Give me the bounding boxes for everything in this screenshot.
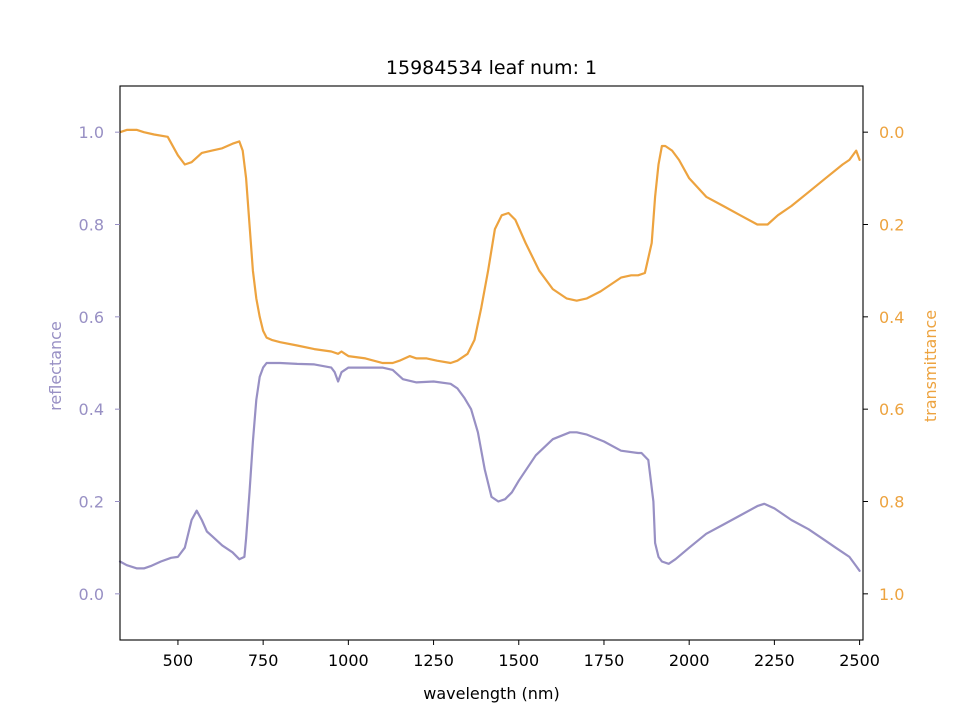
x-tick-label: 1500 (498, 651, 539, 670)
x-tick-label: 1000 (328, 651, 369, 670)
y-tick-label-right: 1.0 (879, 585, 904, 604)
ticks-layer: 500 750 1000 1250 1500 1750 2000 2250 2500 0.0 0.2… (79, 123, 905, 670)
y-tick-label-right: 0.6 (879, 400, 904, 419)
x-tick-label: 2000 (669, 651, 710, 670)
y-tick-label-right: 0.2 (879, 216, 904, 235)
x-tick-label: 750 (248, 651, 279, 670)
y-tick-label-left: 0.0 (79, 585, 104, 604)
y-tick-label-right: 0.4 (879, 308, 904, 327)
y-axis-label-right: transmittance (921, 310, 940, 422)
x-tick-label: 500 (163, 651, 194, 670)
y-tick-label-left: 0.8 (79, 216, 104, 235)
y-tick-label-left: 0.4 (79, 400, 104, 419)
y-tick-label-right: 0.8 (879, 493, 904, 512)
y-axis-label-left: reflectance (46, 321, 65, 411)
x-tick-label: 1250 (413, 651, 454, 670)
plot-frame (119, 85, 864, 641)
chart-title: 15984534 leaf num: 1 (386, 57, 597, 79)
y-tick-label-left: 0.6 (79, 308, 104, 327)
series-line-transmittance (118, 128, 861, 365)
y-tick-label-left: 1.0 (79, 123, 104, 142)
series-line-reflectance (118, 361, 861, 572)
x-tick-label: 2500 (839, 651, 880, 670)
y-tick-label-left: 0.2 (79, 493, 104, 512)
x-tick-label: 2250 (754, 651, 795, 670)
y-tick-label-right: 0.0 (879, 123, 904, 142)
series-layer (118, 128, 861, 572)
x-axis-label: wavelength (nm) (423, 684, 560, 703)
x-tick-label: 1750 (584, 651, 625, 670)
